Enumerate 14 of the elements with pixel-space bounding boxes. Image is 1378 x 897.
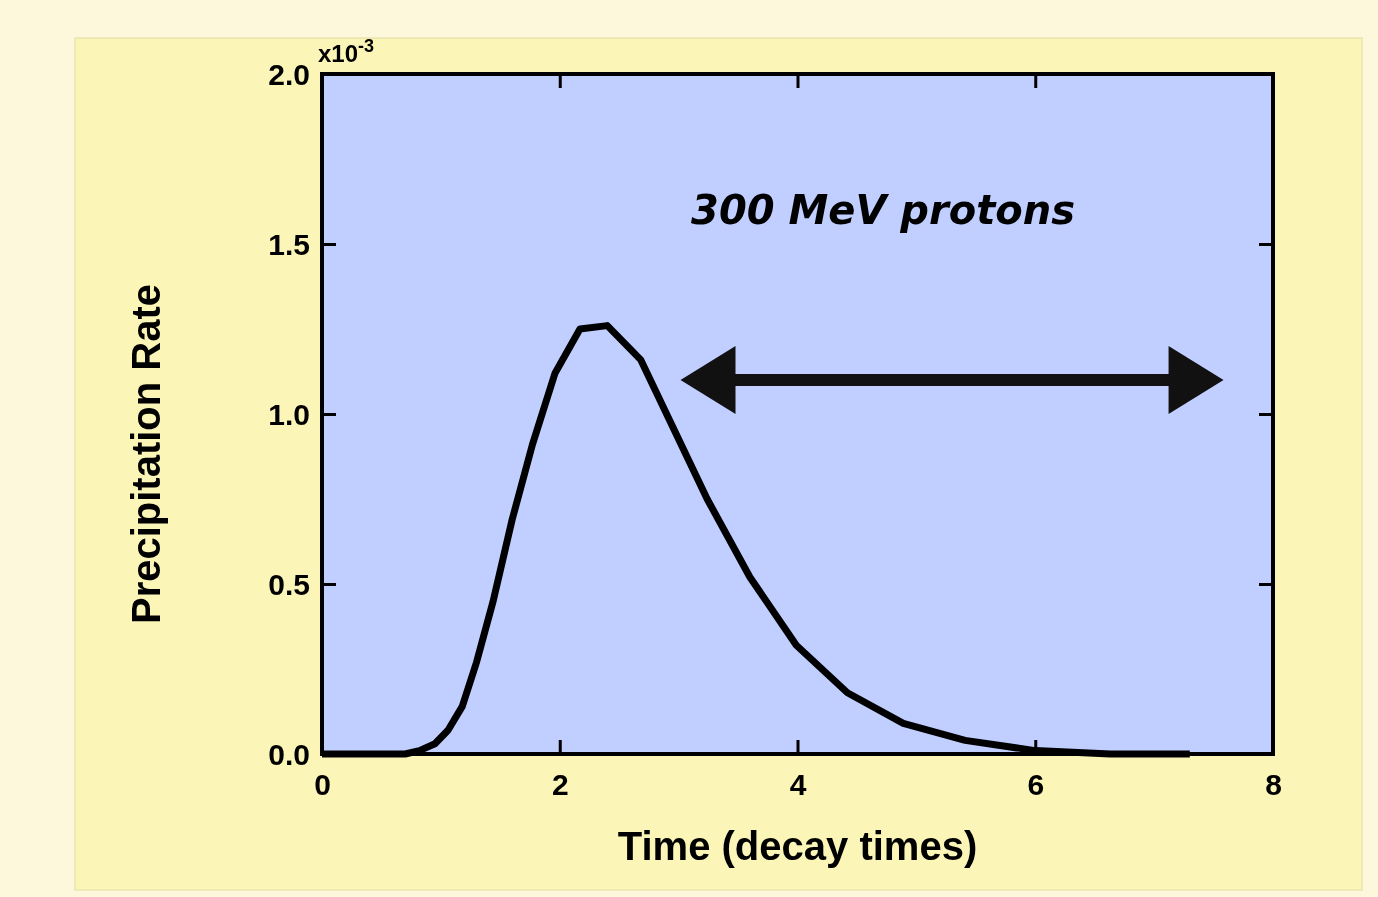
y-tick-label: 1.0 <box>268 398 310 431</box>
x-tick-label: 2 <box>551 768 569 802</box>
x-tick-label: 8 <box>1265 768 1282 802</box>
annotation: 300 MeV protons <box>691 186 1076 233</box>
y-tick-label: 1.5 <box>268 228 310 261</box>
x-tick-label: 4 <box>789 768 807 802</box>
x-axis-title: Time (decay times) <box>617 824 978 868</box>
y-axis-title: Precipitation Rate <box>124 283 168 625</box>
x-tick-label: 6 <box>1027 768 1045 802</box>
y-tick-label: 2.0 <box>268 58 310 91</box>
x-tick-label: 0 <box>314 768 331 802</box>
text: x10$^{-3}$ <box>318 36 375 67</box>
y-tick-label: 0.5 <box>268 568 310 601</box>
y-tick-label: 0.0 <box>268 738 310 771</box>
